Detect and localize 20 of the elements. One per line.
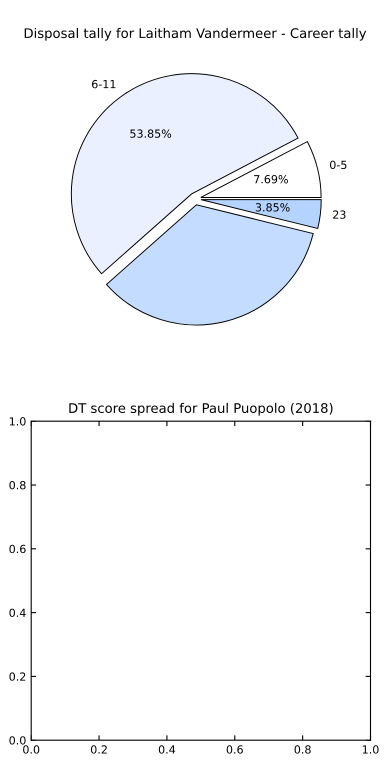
chart-title: Disposal tally for Laitham Vandermeer - Career tally	[24, 28, 366, 41]
x-tick-label: 0.2	[90, 745, 107, 754]
y-tick-label: 1.0	[10, 417, 26, 426]
y-tick-label: 0.4	[9, 608, 26, 617]
x-tick-label: 0.0	[23, 745, 40, 754]
x-tick-label: 1.0	[362, 745, 379, 754]
slice-label: 23	[333, 210, 346, 219]
y-tick-label: 0.0	[9, 736, 26, 745]
y-tick-label: 0.6	[9, 544, 26, 554]
data-label: 3.85%	[256, 203, 290, 212]
data-label: 53.85%	[130, 129, 172, 138]
slice-label: 0-5	[330, 160, 346, 170]
x-tick-label: 0.4	[158, 745, 176, 754]
x-tick-label: 0.6	[226, 745, 243, 754]
y-tick-label: 0.2	[9, 672, 26, 681]
chart-title: DT score spread for Paul Puopolo (2018)	[69, 402, 333, 416]
y-tick-label: 0.8	[9, 480, 26, 490]
data-label: 7.69%	[254, 175, 288, 184]
slice-label: 6-11	[92, 80, 116, 88]
x-tick-label: 0.8	[294, 745, 311, 754]
